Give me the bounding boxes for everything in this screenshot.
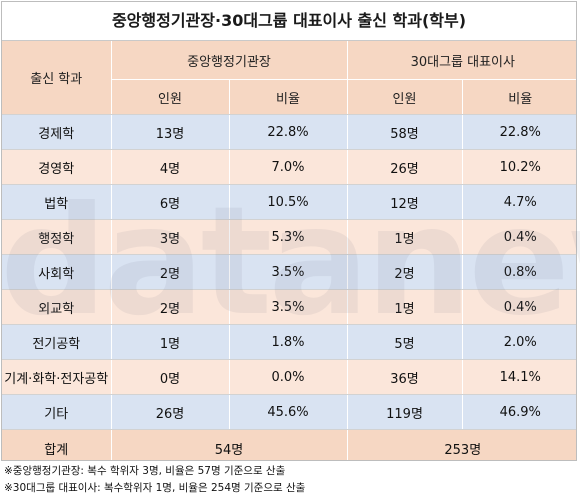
table-row: 행정학 3명 5.3% 1명 0.4% <box>2 219 576 255</box>
cell-department: 전기공학 <box>2 324 112 360</box>
cell-ministry-count: 2명 <box>111 254 230 290</box>
table-row: 경영학 4명 7.0% 26명 10.2% <box>2 149 576 185</box>
cell-ministry-count: 2명 <box>111 289 230 325</box>
subheader-count: 인원 <box>347 79 463 115</box>
cell-ministry-count: 6명 <box>111 184 230 220</box>
cell-ceo-count: 36명 <box>347 359 463 395</box>
cell-department: 경영학 <box>2 149 112 185</box>
cell-ceo-ratio: 2.0% <box>462 324 576 360</box>
cell-ceo-count: 2명 <box>347 254 463 290</box>
cell-ministry-ratio: 5.3% <box>229 219 348 255</box>
footnote: ※중앙행정기관장: 복수 학위자 3명, 비율은 57명 기준으로 산출 <box>4 465 286 477</box>
cell-ceo-count: 1명 <box>347 219 463 255</box>
cell-ministry-ratio: 3.5% <box>229 254 348 290</box>
cell-ceo-count: 1명 <box>347 289 463 325</box>
cell-ceo-count: 26명 <box>347 149 463 185</box>
total-ministry: 54명 <box>111 429 348 460</box>
cell-ceo-ratio: 46.9% <box>462 394 576 430</box>
cell-ministry-ratio: 3.5% <box>229 289 348 325</box>
cell-ceo-count: 12명 <box>347 184 463 220</box>
cell-ceo-ratio: 0.8% <box>462 254 576 290</box>
cell-ministry-ratio: 22.8% <box>229 114 348 150</box>
cell-ministry-count: 1명 <box>111 324 230 360</box>
cell-ceo-ratio: 0.4% <box>462 219 576 255</box>
table-frame: 중앙행정기관장·30대그룹 대표이사 출신 학과(학부) 출신 학과 중앙행정기… <box>1 1 577 461</box>
total-ceo: 253명 <box>347 429 576 460</box>
cell-ceo-ratio: 22.8% <box>462 114 576 150</box>
table-row: 법학 6명 10.5% 12명 4.7% <box>2 184 576 220</box>
table-row: 기계·화학·전자공학 0명 0.0% 36명 14.1% <box>2 359 576 395</box>
table-row: 기타 26명 45.6% 119명 46.9% <box>2 394 576 430</box>
cell-ministry-ratio: 1.8% <box>229 324 348 360</box>
cell-ministry-ratio: 45.6% <box>229 394 348 430</box>
cell-ministry-ratio: 0.0% <box>229 359 348 395</box>
cell-department: 법학 <box>2 184 112 220</box>
data-table: 출신 학과 중앙행정기관장 30대그룹 대표이사 인원 비율 인원 비율 경제학… <box>2 41 576 460</box>
total-label: 합계 <box>2 429 112 460</box>
cell-department: 기계·화학·전자공학 <box>2 359 112 395</box>
page-title: 중앙행정기관장·30대그룹 대표이사 출신 학과(학부) <box>2 2 576 41</box>
group-header-ceos: 30대그룹 대표이사 <box>347 41 576 80</box>
cell-ministry-count: 26명 <box>111 394 230 430</box>
cell-ceo-count: 5명 <box>347 324 463 360</box>
cell-department: 외교학 <box>2 289 112 325</box>
cell-ministry-count: 0명 <box>111 359 230 395</box>
cell-ministry-ratio: 10.5% <box>229 184 348 220</box>
cell-ceo-count: 119명 <box>347 394 463 430</box>
footnote: ※30대그룹 대표이사: 복수학위자 1명, 비율은 254명 기준으로 산출 <box>4 482 306 494</box>
cell-ministry-count: 4명 <box>111 149 230 185</box>
total-row: 합계 54명 253명 <box>2 429 576 460</box>
cell-ceo-ratio: 4.7% <box>462 184 576 220</box>
cell-department: 경제학 <box>2 114 112 150</box>
cell-department: 사회학 <box>2 254 112 290</box>
cell-ministry-count: 3명 <box>111 219 230 255</box>
cell-ceo-ratio: 14.1% <box>462 359 576 395</box>
cell-ministry-count: 13명 <box>111 114 230 150</box>
table-row: 외교학 2명 3.5% 1명 0.4% <box>2 289 576 325</box>
cell-ceo-ratio: 10.2% <box>462 149 576 185</box>
cell-department: 행정학 <box>2 219 112 255</box>
subheader-ratio: 비율 <box>229 79 348 115</box>
table-row: 경제학 13명 22.8% 58명 22.8% <box>2 114 576 150</box>
cell-ministry-ratio: 7.0% <box>229 149 348 185</box>
subheader-count: 인원 <box>111 79 230 115</box>
subheader-ratio: 비율 <box>462 79 576 115</box>
column-header-department: 출신 학과 <box>2 41 112 115</box>
cell-department: 기타 <box>2 394 112 430</box>
table-row: 사회학 2명 3.5% 2명 0.8% <box>2 254 576 290</box>
footnotes: ※중앙행정기관장: 복수 학위자 3명, 비율은 57명 기준으로 산출 ※30… <box>4 463 305 497</box>
group-header-ministry-heads: 중앙행정기관장 <box>111 41 348 80</box>
table-row: 전기공학 1명 1.8% 5명 2.0% <box>2 324 576 360</box>
cell-ceo-ratio: 0.4% <box>462 289 576 325</box>
cell-ceo-count: 58명 <box>347 114 463 150</box>
